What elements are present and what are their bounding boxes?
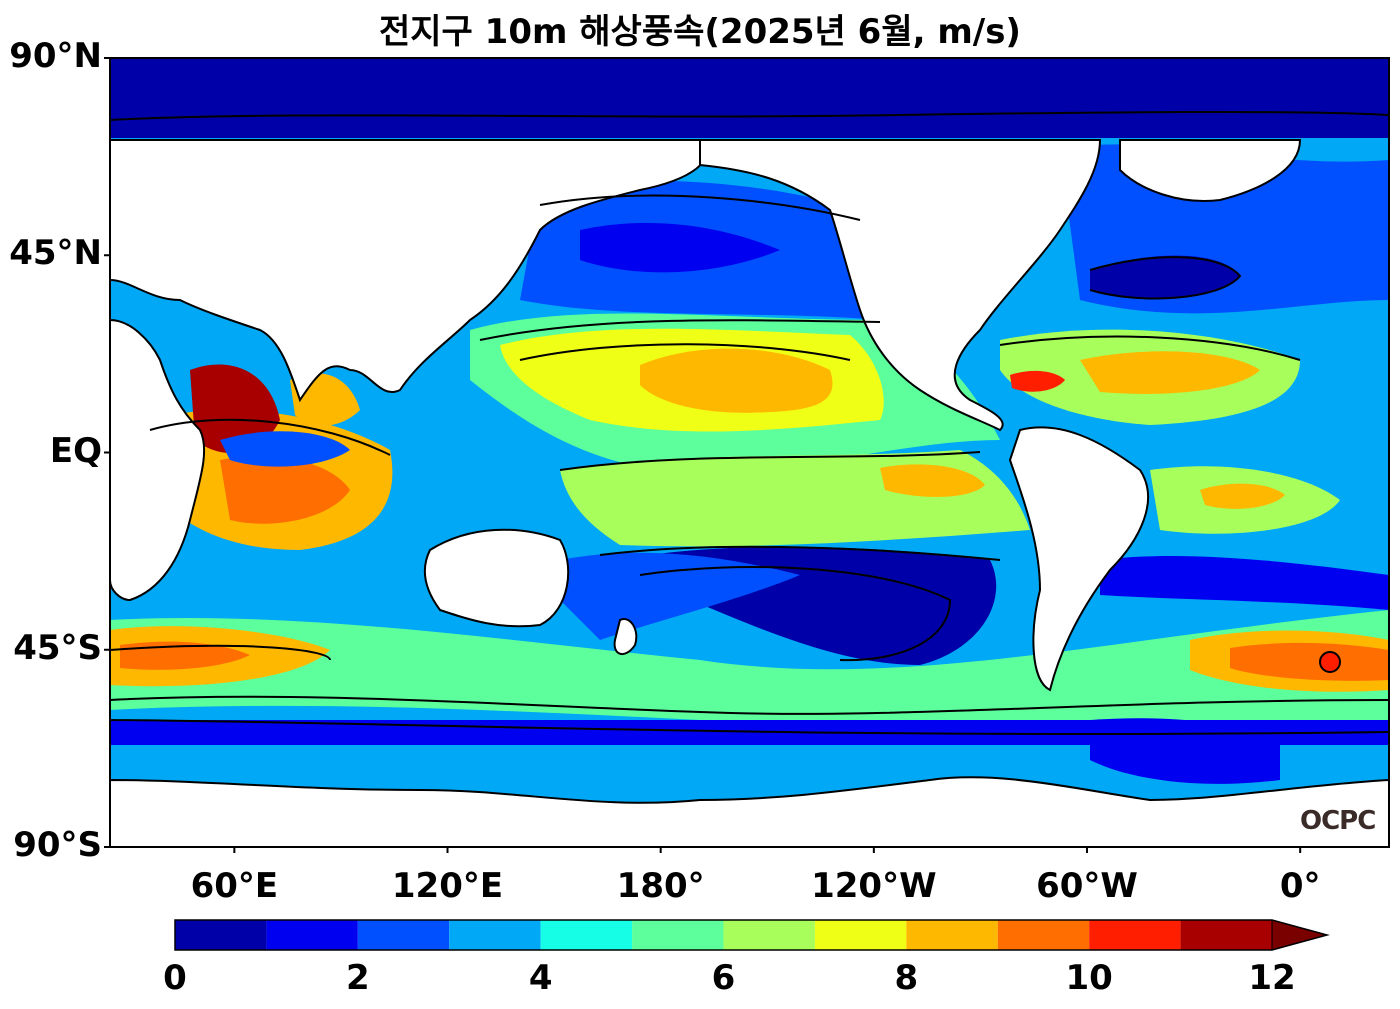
land-masses <box>110 139 1389 847</box>
north-america-land <box>699 139 1102 432</box>
north-pacific-trades-core <box>640 348 833 413</box>
colorbar-tick-label: 12 <box>1248 958 1296 998</box>
north-atlantic-calm <box>1090 255 1240 299</box>
latitude-label: 90°S <box>13 825 102 865</box>
colorbar-segment <box>1180 920 1272 950</box>
south-indian-jet-core <box>120 641 250 670</box>
greenland-land <box>1119 139 1302 202</box>
colorbar-segment <box>814 920 907 950</box>
longitude-ticks <box>233 847 1302 853</box>
colorbar <box>174 919 1330 951</box>
southern-ocean-belt <box>110 610 1389 729</box>
colorbar-tick-label: 8 <box>894 958 919 998</box>
colorbar-outline <box>174 919 1330 951</box>
equatorial-pacific-band <box>560 450 1030 547</box>
colorbar-segment <box>540 920 633 950</box>
contour-southern-2 <box>110 719 1389 736</box>
caribbean-jet <box>1010 370 1065 392</box>
australia-land <box>423 528 570 628</box>
equatorial-indian-calm <box>220 431 350 467</box>
colorbar-tick-label: 6 <box>711 958 736 998</box>
antarctica-land <box>110 776 1389 847</box>
contour-indian-8 <box>149 418 391 456</box>
contour-equator-6 <box>559 451 981 471</box>
north-atlantic-trades-core <box>1080 351 1260 394</box>
longitude-label: 180° <box>616 866 705 906</box>
colorbar-segment <box>175 920 267 950</box>
latitude-label: EQ <box>49 430 102 471</box>
south-atlantic-jet-core <box>1230 642 1389 681</box>
south-atlantic-max <box>1319 651 1341 673</box>
colorbar-segment <box>906 920 998 950</box>
south-atlantic-trades-core <box>1200 483 1285 509</box>
colorbar-tick-label: 2 <box>345 958 370 998</box>
latitude-label: 45°N <box>9 233 102 274</box>
longitude-label: 120°E <box>391 866 504 906</box>
south-atlantic-calm <box>1100 555 1389 610</box>
south-pacific-band <box>560 552 800 640</box>
colorbar-tick-label: 4 <box>528 958 553 998</box>
colorbar-tick-label: 10 <box>1065 958 1113 998</box>
east-pacific-core <box>880 464 985 497</box>
arctic-low-wind <box>110 58 1389 138</box>
latitude-label: 45°S <box>13 627 102 668</box>
contour-south-pacific-2 <box>639 566 952 662</box>
new-zealand-land <box>613 618 638 655</box>
longitude-label: 60°E <box>190 866 279 906</box>
longitude-label: 0° <box>1279 866 1321 906</box>
colorbar-tick-label: 0 <box>163 958 187 998</box>
colorbar-segment <box>997 920 1090 950</box>
colorbar-segment <box>357 920 450 950</box>
longitude-label: 60°W <box>1036 866 1138 906</box>
eurasia-land <box>110 139 708 403</box>
africa-land <box>110 318 206 602</box>
contour-southern-6 <box>110 695 1389 715</box>
colorbar-segment <box>266 920 358 950</box>
contour-lines <box>110 110 1389 736</box>
contour-north-atlantic-6 <box>999 335 1301 361</box>
arabian-sea-jet <box>190 364 280 454</box>
map-title: 전지구 10m 해상풍속(2025년 6월, m/s) <box>379 12 1021 52</box>
indian-ocean-mid <box>220 456 350 524</box>
colorbar-segment <box>632 920 724 950</box>
colorbar-segment <box>1089 920 1181 950</box>
longitude-label: 120°W <box>811 866 937 906</box>
latitude-ticks <box>104 57 110 848</box>
contour-north-atlantic-2 <box>1089 256 1242 300</box>
latitude-label: 90°N <box>9 36 102 76</box>
contour-arctic-2 <box>110 110 1389 121</box>
north-pacific-calm <box>580 222 780 273</box>
contour-north-pacific-4 <box>539 194 861 221</box>
contour-southern-8 <box>110 644 331 661</box>
ocpc-logo: OCPC <box>1300 806 1376 836</box>
contour-north-pacific-6 <box>479 319 881 341</box>
colorbar-segment <box>723 920 815 950</box>
contour-south-pacific-4 <box>599 545 1001 561</box>
colorbar-segment <box>449 920 541 950</box>
colorbar-extend-arrow <box>1271 919 1329 951</box>
south-america-land <box>1008 426 1149 692</box>
contour-north-pacific-8 <box>519 343 851 361</box>
